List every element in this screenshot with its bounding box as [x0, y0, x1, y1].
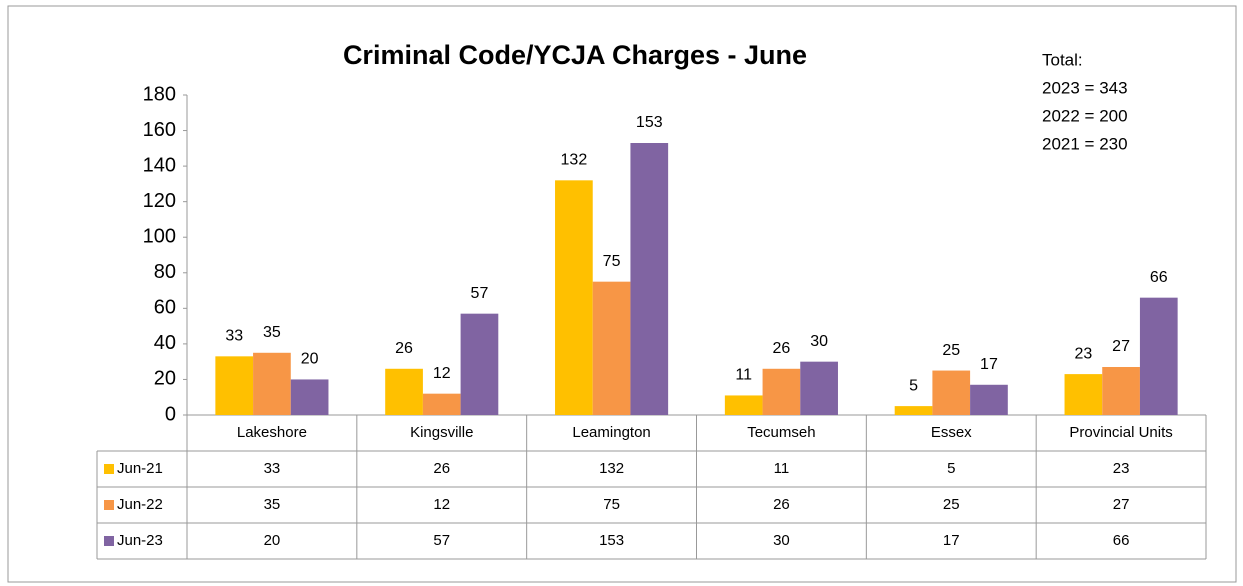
legend-swatch [104, 500, 114, 510]
table-cell: 17 [943, 532, 960, 549]
table-cell: 75 [603, 496, 620, 513]
table-cell: 20 [264, 532, 281, 549]
table-cell: 11 [774, 460, 790, 477]
y-tick-label: 100 [143, 226, 176, 248]
data-label: 25 [942, 342, 960, 359]
y-tick-label: 140 [143, 154, 176, 176]
chart-title: Criminal Code/YCJA Charges - June [343, 40, 807, 70]
table-cell: 57 [433, 532, 450, 549]
annotation: 2022 = 200 [1042, 106, 1128, 125]
data-label: 153 [636, 114, 663, 131]
bar [290, 379, 329, 415]
data-label: 26 [773, 340, 791, 357]
bar [422, 393, 461, 415]
table-cell: 132 [599, 460, 624, 477]
y-tick-label: 0 [165, 403, 176, 425]
y-tick-label: 160 [143, 119, 176, 141]
x-tick-label: Kingsville [410, 424, 473, 441]
table-cell: 30 [773, 532, 790, 549]
y-tick-label: 120 [143, 190, 176, 212]
bar [385, 368, 423, 415]
bar [800, 361, 838, 415]
table-cell: 12 [433, 496, 450, 513]
x-tick-label: Tecumseh [747, 424, 815, 441]
table-cell: 23 [1113, 460, 1130, 477]
legend-swatch [104, 536, 114, 546]
data-label: 5 [909, 377, 918, 394]
data-label: 11 [735, 367, 752, 384]
data-label: 75 [603, 253, 621, 270]
bar [1139, 297, 1178, 415]
annotation: 2021 = 230 [1042, 134, 1128, 153]
data-label: 57 [471, 285, 489, 302]
table-cell: 35 [264, 496, 281, 513]
y-tick-label: 180 [143, 83, 176, 105]
y-tick-label: 40 [154, 332, 176, 354]
annotation: Total: [1042, 50, 1083, 69]
x-tick-label: Lakeshore [237, 424, 307, 441]
x-tick-label: Provincial Units [1069, 424, 1172, 441]
data-label: 20 [301, 351, 319, 368]
bar [592, 281, 631, 415]
data-label: 66 [1150, 269, 1168, 286]
legend-label: Jun-21 [117, 460, 163, 477]
bar [215, 356, 254, 415]
bar [894, 406, 933, 415]
table-cell: 25 [943, 496, 960, 513]
data-label: 26 [395, 340, 413, 357]
table-cell: 26 [433, 460, 450, 477]
bar [555, 180, 593, 415]
y-tick-label: 60 [154, 297, 176, 319]
bar [460, 313, 499, 415]
y-tick-label: 80 [154, 261, 176, 283]
bar [762, 368, 801, 415]
data-label: 30 [810, 333, 828, 350]
data-label: 27 [1112, 338, 1130, 355]
bar [1064, 374, 1103, 415]
bar [1102, 367, 1140, 415]
bar [253, 352, 291, 415]
bar [932, 370, 971, 415]
x-tick-label: Essex [931, 424, 972, 441]
table-cell: 66 [1113, 532, 1130, 549]
data-label: 132 [561, 152, 588, 169]
table-cell: 26 [773, 496, 790, 513]
table-cell: 153 [599, 532, 624, 549]
legend-label: Jun-22 [117, 496, 163, 513]
table-cell: 27 [1113, 496, 1130, 513]
legend-label: Jun-23 [117, 532, 163, 549]
data-label: 12 [433, 365, 451, 382]
annotation: 2023 = 343 [1042, 78, 1128, 97]
bar [630, 143, 669, 415]
data-label: 17 [980, 356, 998, 373]
table-cell: 5 [947, 460, 955, 477]
data-label: 35 [263, 324, 281, 341]
data-label: 33 [225, 328, 243, 345]
x-tick-label: Leamington [572, 424, 650, 441]
table-cell: 33 [264, 460, 281, 477]
bar [724, 395, 763, 415]
y-tick-label: 20 [154, 368, 176, 390]
bar [970, 384, 1008, 415]
data-label: 23 [1074, 345, 1092, 362]
legend-swatch [104, 464, 114, 474]
